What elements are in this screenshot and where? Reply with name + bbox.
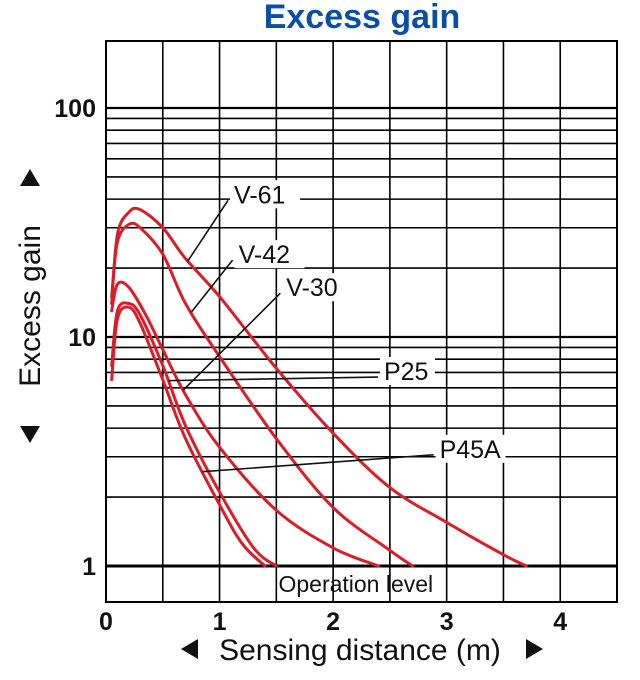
callout-bg-v-42: [234, 240, 305, 269]
callout-leader-p25: [168, 376, 378, 382]
y-tick-label: 10: [68, 324, 96, 352]
plot-frame: [105, 40, 618, 603]
x-tick-label: 2: [326, 608, 340, 636]
series-label-v-42: V-42: [239, 241, 290, 269]
callout-bg-p45a: [435, 434, 506, 463]
x-axis-label: Sensing distance (m): [219, 634, 501, 667]
series-line-v-42: [110, 221, 415, 568]
callout-bg-v-61: [230, 180, 301, 209]
callout-bg-p25: [379, 357, 435, 386]
x-tick-label: 0: [99, 608, 113, 636]
y-tick-label: 100: [54, 95, 96, 123]
callout-leader-v-30: [182, 292, 281, 391]
series-line-p25: [110, 301, 278, 568]
chart-title: Excess gain: [264, 0, 461, 36]
operation-level-label: Operation level: [278, 571, 433, 597]
x-tick-label: 1: [213, 608, 227, 636]
x-tick-label: 3: [440, 608, 454, 636]
series-line-p45a: [110, 305, 267, 568]
x-axis-arrow-right-icon: [526, 639, 543, 659]
series-label-v-61: V-61: [234, 181, 285, 209]
x-axis-arrow-left-icon: [181, 639, 198, 659]
y-axis-arrow-down-icon: [20, 426, 40, 443]
series-line-v-61: [110, 206, 528, 568]
series-label-p25: P25: [384, 358, 428, 386]
callout-bg-v-30: [282, 273, 353, 302]
callout-leader-p45a: [202, 453, 434, 473]
callout-leader-v-61: [187, 199, 229, 262]
series-label-p45a: P45A: [440, 436, 501, 464]
series-line-v-30: [110, 280, 380, 568]
callouts: V-61 V-42 V-30 P25 P45A: [168, 180, 506, 473]
grid: [106, 41, 617, 602]
y-axis-arrow-up-icon: [20, 169, 40, 186]
operation-level-line: Operation level: [106, 564, 617, 597]
y-axis-label: Excess gain: [14, 225, 47, 387]
x-axis-label-group: Sensing distance (m): [181, 634, 543, 667]
series-label-v-30: V-30: [286, 274, 337, 302]
callout-leader-v-42: [190, 259, 234, 313]
y-axis-label-group: Excess gain: [14, 169, 47, 443]
y-tick-label: 1: [82, 553, 96, 581]
x-tick-label: 4: [553, 608, 567, 636]
